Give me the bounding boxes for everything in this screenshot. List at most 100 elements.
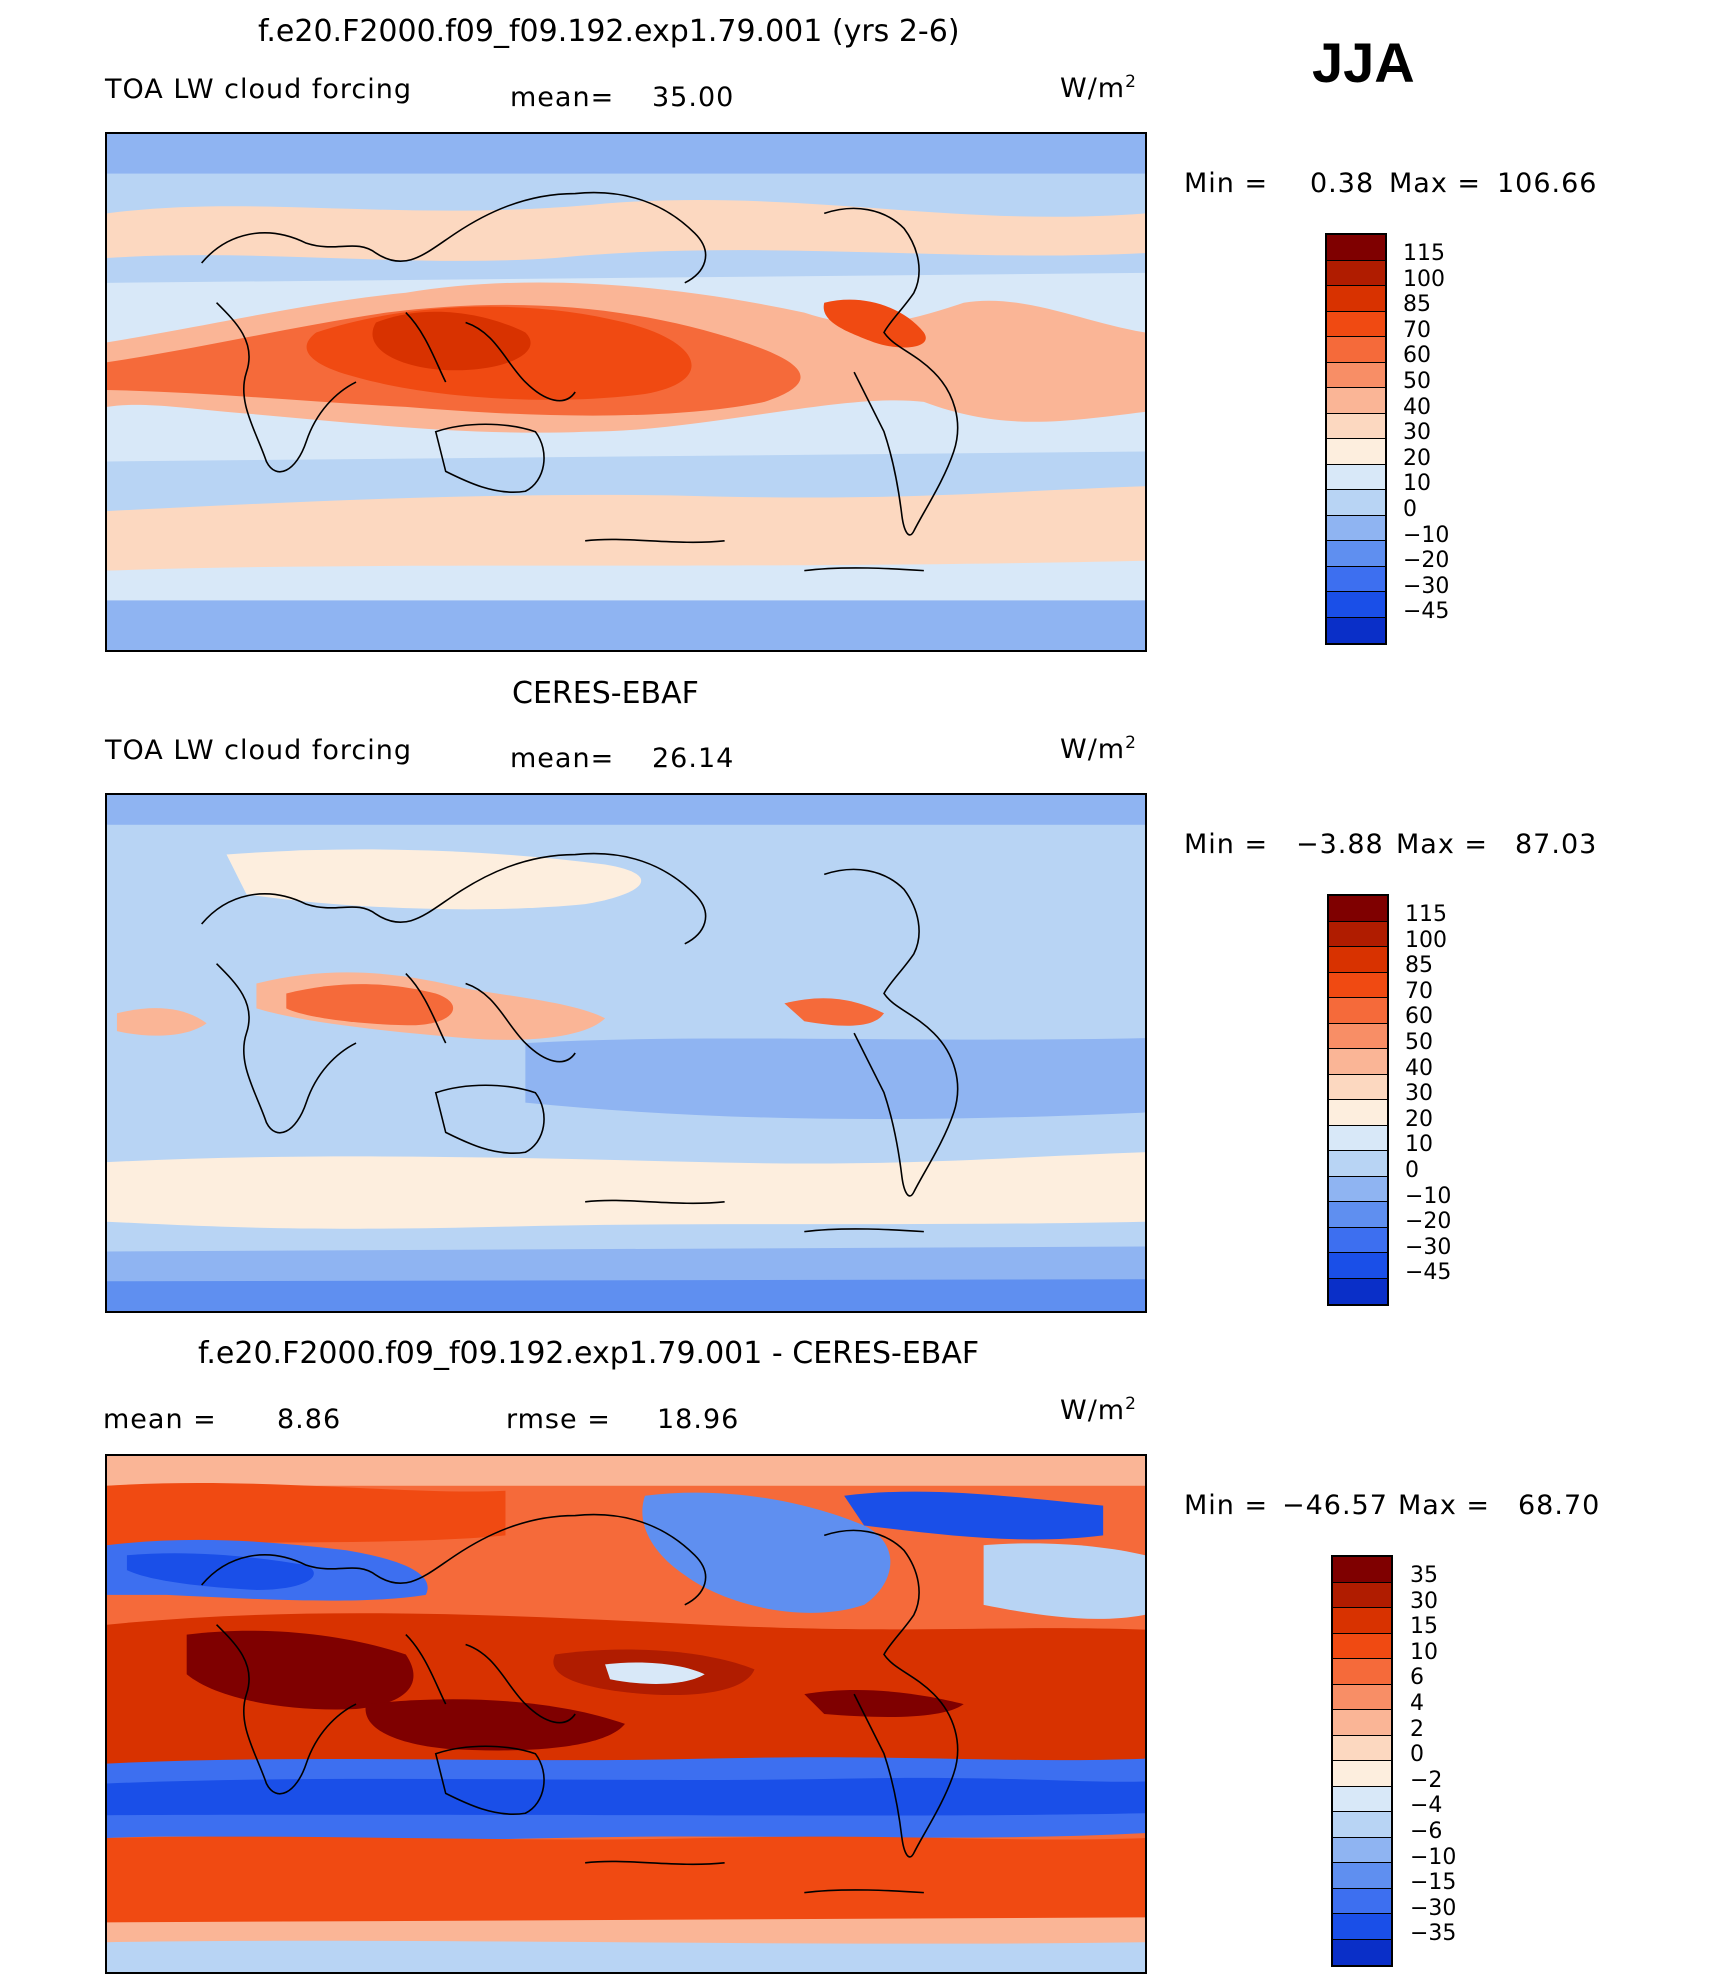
- colorbar-segment: [1329, 998, 1387, 1024]
- colorbar-segment: [1327, 337, 1385, 363]
- colorbar-segment: [1327, 515, 1385, 541]
- panel-3-min-value: −46.57: [1282, 1490, 1388, 1521]
- panel-3-min-label: Min =: [1184, 1490, 1269, 1521]
- colorbar-segment: [1329, 1278, 1387, 1304]
- colorbar-tick-label: 10: [1410, 1639, 1438, 1665]
- colorbar-tick-label: 10: [1405, 1132, 1433, 1158]
- colorbar-tick-label: 4: [1410, 1691, 1424, 1716]
- colorbar-tick-label: −10: [1405, 1183, 1452, 1209]
- colorbar-segment: [1333, 1659, 1391, 1685]
- colorbar-segment: [1327, 464, 1385, 490]
- colorbar-segment: [1333, 1735, 1391, 1761]
- colorbar-tick-label: 100: [1405, 927, 1447, 953]
- panel-3-max-value: 68.70: [1518, 1490, 1601, 1521]
- colorbar-tick-label: −45: [1405, 1260, 1452, 1286]
- colorbar-segment: [1327, 413, 1385, 439]
- colorbar-segment: [1329, 1176, 1387, 1202]
- colorbar-tick-label: 85: [1403, 292, 1431, 318]
- colorbar-tick-label: 35: [1410, 1563, 1438, 1588]
- colorbar-segment: [1329, 1202, 1387, 1228]
- colorbar-segment: [1329, 896, 1387, 922]
- colorbar-tick-label: 40: [1403, 394, 1431, 420]
- colorbar-tick-label: 100: [1403, 266, 1445, 292]
- colorbar-segment: [1329, 1227, 1387, 1253]
- colorbar-segment: [1329, 1151, 1387, 1177]
- panel-2-mean-value: 26.14: [652, 743, 735, 774]
- colorbar-tick-label: 0: [1410, 1742, 1424, 1768]
- units-text: W/m: [1060, 734, 1126, 765]
- panel-2-colorbar: [1327, 894, 1389, 1306]
- colorbar-tick-label: −10: [1403, 522, 1450, 548]
- colorbar-tick-label: −20: [1403, 548, 1450, 574]
- panel-2-max-value: 87.03: [1515, 829, 1598, 860]
- colorbar-segment: [1329, 947, 1387, 973]
- colorbar-segment: [1329, 972, 1387, 998]
- colorbar-segment: [1327, 286, 1385, 312]
- panel-2-max-label: Max =: [1396, 829, 1489, 860]
- colorbar-tick-label: 0: [1405, 1158, 1419, 1183]
- panel-3-title: f.e20.F2000.f09_f09.192.exp1.79.001 - CE…: [198, 1336, 980, 1371]
- colorbar-segment: [1333, 1582, 1391, 1608]
- panel-2-min-value: −3.88: [1296, 829, 1384, 860]
- colorbar-segment: [1329, 1100, 1387, 1126]
- colorbar-segment: [1333, 1710, 1391, 1736]
- panel-1-map: [105, 132, 1147, 652]
- panel-1-units: W/m2: [1060, 72, 1137, 104]
- panel-1-mean-value: 35.00: [652, 82, 735, 113]
- colorbar-tick-label: 20: [1405, 1106, 1433, 1132]
- panel-2-mean-label: mean=: [510, 743, 615, 774]
- colorbar-segment: [1327, 490, 1385, 516]
- colorbar-segment: [1327, 617, 1385, 643]
- colorbar-segment: [1329, 1023, 1387, 1049]
- units-superscript: 2: [1125, 733, 1137, 753]
- colorbar-segment: [1333, 1914, 1391, 1940]
- colorbar-segment: [1327, 388, 1385, 414]
- panel-2-map: [105, 793, 1147, 1313]
- colorbar-tick-label: 10: [1403, 471, 1431, 497]
- colorbar-segment: [1333, 1812, 1391, 1838]
- colorbar-segment: [1327, 235, 1385, 261]
- colorbar-tick-label: 15: [1410, 1614, 1438, 1640]
- colorbar-tick-label: 115: [1403, 241, 1445, 266]
- colorbar-tick-label: 60: [1405, 1004, 1433, 1030]
- panel-3-rmse-label: rmse =: [506, 1404, 611, 1435]
- panel-1-min-label: Min =: [1184, 168, 1269, 199]
- colorbar-tick-label: −30: [1410, 1895, 1457, 1921]
- units-superscript: 2: [1125, 1394, 1137, 1414]
- units-superscript: 2: [1125, 72, 1137, 92]
- colorbar-segment: [1329, 1253, 1387, 1279]
- panel-3-mean-label: mean =: [103, 1404, 217, 1435]
- panel-1-mean-label: mean=: [510, 82, 615, 113]
- colorbar-tick-label: −35: [1410, 1921, 1457, 1947]
- colorbar-tick-label: 30: [1405, 1081, 1433, 1107]
- colorbar-segment: [1333, 1608, 1391, 1634]
- panel-1-colorbar: [1325, 233, 1387, 645]
- season-label: JJA: [1312, 31, 1415, 94]
- colorbar-tick-label: 70: [1405, 978, 1433, 1004]
- colorbar-segment: [1333, 1761, 1391, 1787]
- panel-2-variable: TOA LW cloud forcing: [105, 735, 412, 766]
- colorbar-tick-label: 30: [1403, 420, 1431, 446]
- colorbar-tick-label: −15: [1410, 1870, 1457, 1896]
- colorbar-tick-label: −20: [1405, 1209, 1452, 1235]
- panel-3-colorbar: [1331, 1555, 1393, 1967]
- panel-3-units: W/m2: [1060, 1394, 1137, 1426]
- colorbar-segment: [1329, 1049, 1387, 1075]
- colorbar-segment: [1333, 1888, 1391, 1914]
- colorbar-segment: [1329, 921, 1387, 947]
- units-text: W/m: [1060, 1395, 1126, 1426]
- colorbar-segment: [1333, 1557, 1391, 1583]
- colorbar-tick-label: 60: [1403, 343, 1431, 369]
- colorbar-tick-label: 2: [1410, 1716, 1424, 1742]
- colorbar-tick-label: 30: [1410, 1588, 1438, 1614]
- colorbar-tick-label: −30: [1403, 573, 1450, 599]
- colorbar-tick-label: −4: [1410, 1793, 1443, 1819]
- colorbar-segment: [1333, 1633, 1391, 1659]
- units-text: W/m: [1060, 73, 1126, 104]
- colorbar-segment: [1333, 1786, 1391, 1812]
- colorbar-tick-label: 70: [1403, 317, 1431, 343]
- colorbar-tick-label: 40: [1405, 1055, 1433, 1081]
- colorbar-tick-label: −45: [1403, 599, 1450, 625]
- colorbar-tick-label: 6: [1410, 1665, 1424, 1691]
- colorbar-tick-label: 85: [1405, 953, 1433, 979]
